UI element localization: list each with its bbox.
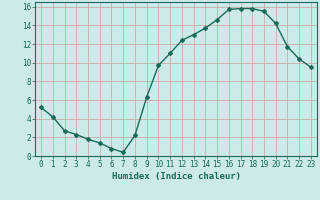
X-axis label: Humidex (Indice chaleur): Humidex (Indice chaleur) [111,172,241,181]
